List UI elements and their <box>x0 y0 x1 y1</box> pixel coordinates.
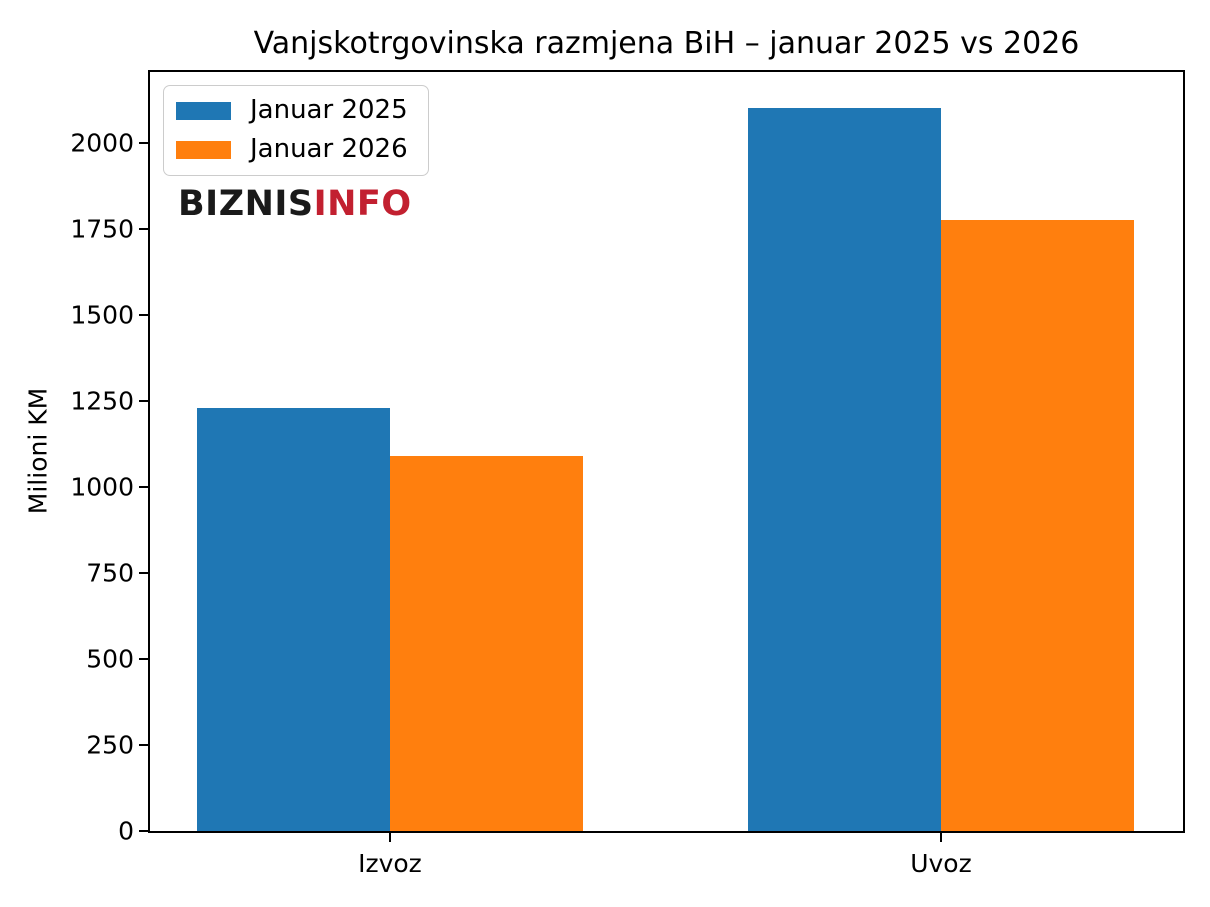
y-tick-label-1250: 1250 <box>70 386 134 416</box>
bar-januar-2025-uvoz <box>747 108 941 831</box>
y-tick-label-2000: 2000 <box>70 128 134 158</box>
chart-title: Vanjskotrgovinska razmjena BiH – januar … <box>253 26 1080 61</box>
y-tick-mark-500 <box>139 657 148 660</box>
y-tick-label-0: 0 <box>118 816 134 846</box>
y-tick-label-250: 250 <box>86 730 134 760</box>
y-tick-label-1750: 1750 <box>70 214 134 244</box>
x-tick-label-uvoz: Uvoz <box>910 849 972 878</box>
legend-item-januar-2026: Januar 2026 <box>176 133 408 165</box>
bar-januar-2026-izvoz <box>389 455 583 831</box>
legend-swatch-januar-2025 <box>176 101 231 120</box>
y-tick-mark-750 <box>139 571 148 574</box>
y-tick-mark-1750 <box>139 227 148 230</box>
bar-januar-2026-uvoz <box>940 220 1134 831</box>
x-tick-mark-izvoz <box>388 833 391 842</box>
biznisinfo-logo: BIZNISINFO <box>178 184 412 224</box>
plot-area: Januar 2025 Januar 2026 BIZNISINFO 0 250 5… <box>70 70 1185 878</box>
y-axis-label: Milioni KM <box>23 387 53 515</box>
logo-text-info: INFO <box>313 184 412 224</box>
logo-text-biznis: BIZNIS <box>178 184 314 224</box>
legend-label-januar-2025: Januar 2025 <box>250 95 408 125</box>
x-tick-label-izvoz: Izvoz <box>358 849 422 878</box>
y-tick-mark-1250 <box>139 399 148 402</box>
y-tick-label-500: 500 <box>86 644 134 674</box>
y-tick-mark-250 <box>139 743 148 746</box>
y-tick-label-1000: 1000 <box>70 472 134 502</box>
y-tick-mark-1500 <box>139 313 148 316</box>
legend-item-januar-2025: Januar 2025 <box>176 95 408 126</box>
legend-label-januar-2026: Januar 2026 <box>250 133 408 164</box>
x-tick-mark-uvoz <box>939 833 942 842</box>
y-tick-label-750: 750 <box>86 558 134 588</box>
legend-swatch-januar-2026 <box>176 140 231 159</box>
y-tick-label-1500: 1500 <box>70 300 134 330</box>
bar-januar-2025-izvoz <box>196 407 390 831</box>
legend: Januar 2025 Januar 2026 <box>163 85 429 176</box>
y-tick-mark-2000 <box>139 141 148 144</box>
y-tick-mark-1000 <box>139 485 148 488</box>
y-tick-mark-0 <box>139 830 148 832</box>
